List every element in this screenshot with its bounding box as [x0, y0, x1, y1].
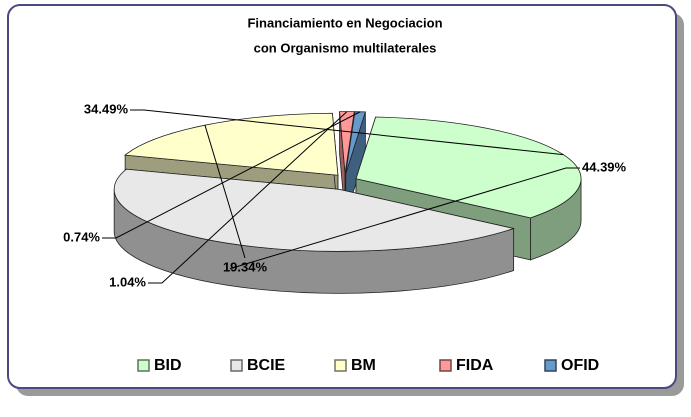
data-label: 34.49% — [84, 101, 129, 116]
data-label: 1.04% — [109, 274, 146, 289]
legend-label: BCIE — [247, 357, 286, 374]
legend-swatch — [544, 359, 557, 372]
leader-line — [102, 111, 361, 239]
legend-label: BID — [154, 357, 182, 374]
legend-label: FIDA — [456, 357, 494, 374]
legend-label: OFID — [561, 357, 599, 374]
legend-swatch — [334, 359, 347, 372]
leader-line — [148, 111, 348, 284]
legend-label: BM — [351, 357, 376, 374]
legend-swatch — [137, 359, 150, 372]
data-label: 0.74% — [63, 229, 100, 244]
data-label: 44.39% — [582, 159, 627, 174]
leader-line — [229, 167, 580, 270]
slice — [355, 116, 582, 219]
slice — [113, 168, 516, 252]
legend-swatch — [439, 359, 452, 372]
data-label: 19.34% — [223, 259, 268, 274]
slice — [339, 111, 355, 174]
chart-title: Financiamiento en Negociacion — [247, 15, 442, 30]
slice — [345, 111, 366, 174]
leader-line — [204, 125, 246, 259]
chart-title: con Organismo multilaterales — [254, 40, 437, 55]
leader-line — [130, 109, 564, 156]
legend-swatch — [230, 359, 243, 372]
